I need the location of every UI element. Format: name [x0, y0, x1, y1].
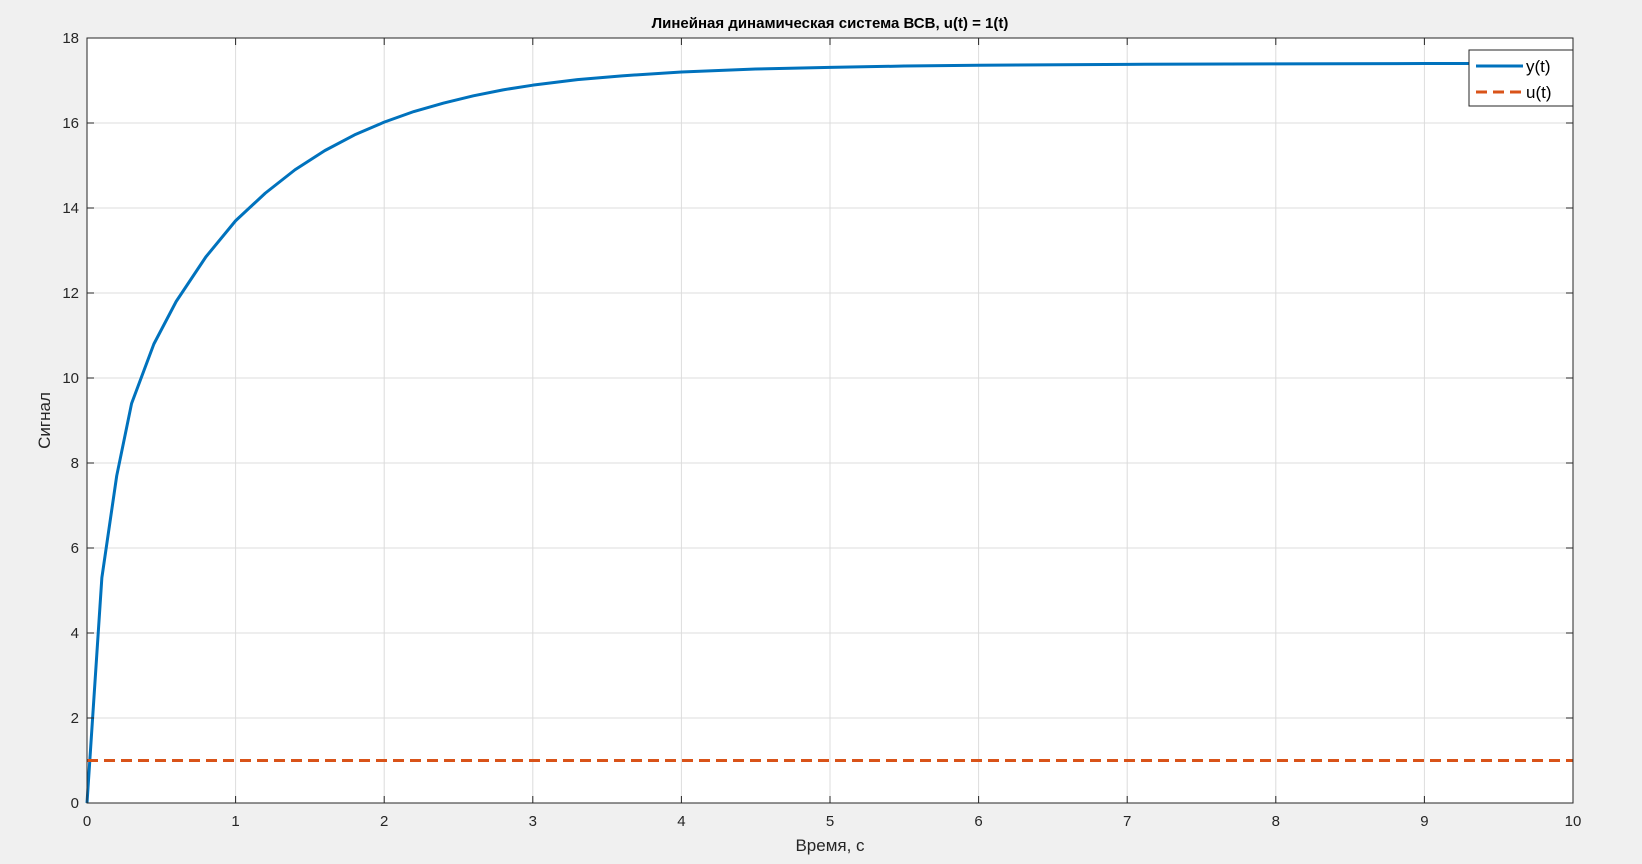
x-tick-label: 7: [1123, 813, 1131, 830]
series-line-0: [85, 62, 1573, 804]
x-tick-label: 0: [83, 813, 91, 830]
x-tick-label: 8: [1272, 813, 1280, 830]
y-tick-label: 6: [71, 540, 79, 557]
x-axis-label: Время, с: [795, 836, 865, 855]
legend-box: [1468, 49, 1574, 107]
y-tick-label: 10: [62, 370, 79, 387]
legend-entry-y: y(t): [1526, 57, 1551, 76]
y-tick-label: 16: [62, 115, 79, 132]
x-tick-labels: 0 1 2 3 4 5 6 7 8 9 10: [83, 813, 1582, 830]
y-axis-label: Сигнал: [35, 392, 54, 449]
x-tick-label: 5: [826, 813, 834, 830]
y-tick-label: 2: [71, 710, 79, 727]
x-tick-label: 4: [677, 813, 685, 830]
x-tick-label: 1: [231, 813, 239, 830]
y-tick-label: 18: [62, 30, 79, 47]
x-tick-label: 9: [1420, 813, 1428, 830]
y-tick-label: 4: [71, 625, 79, 642]
x-tick-label: 6: [974, 813, 982, 830]
x-tick-label: 10: [1565, 813, 1582, 830]
legend-entry-u: u(t): [1526, 83, 1552, 102]
x-tick-label: 3: [529, 813, 537, 830]
y-tick-label: 8: [71, 455, 79, 472]
chart-title: Линейная динамическая система ВСВ, u(t) …: [652, 15, 1009, 32]
legend[interactable]: y(t) u(t): [1468, 49, 1574, 107]
y-tick-label: 0: [71, 795, 79, 812]
ticks: [86, 37, 1574, 804]
y-tick-label: 14: [62, 200, 79, 217]
y-tick-label: 12: [62, 285, 79, 302]
x-tick-label: 2: [380, 813, 388, 830]
series-layer: [85, 62, 1573, 804]
y-tick-labels: 0 2 4 6 8 10 12 14 16 18: [62, 30, 79, 812]
